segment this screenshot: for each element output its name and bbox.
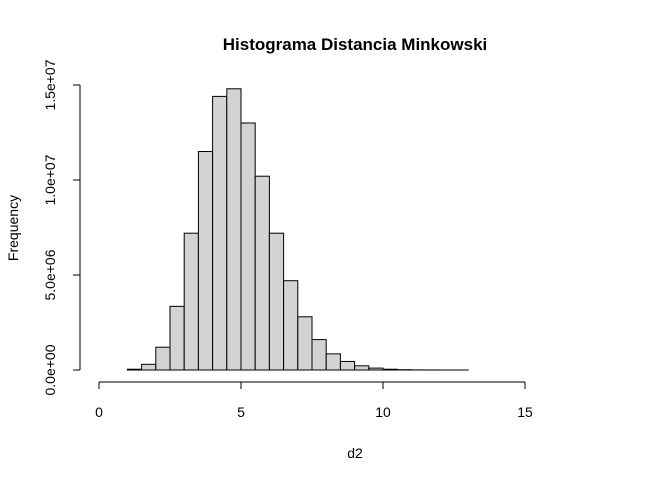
histogram-bar xyxy=(311,339,327,371)
y-tick-label: 0.0e+00 xyxy=(42,344,58,395)
histogram-bar xyxy=(226,88,242,371)
x-tick-label: 0 xyxy=(95,404,103,420)
histogram-bar xyxy=(212,95,228,371)
x-tick-label: 15 xyxy=(517,404,533,420)
y-axis-label: Frequency xyxy=(5,195,21,261)
histogram-bar xyxy=(283,280,299,371)
histogram-bar xyxy=(240,122,256,371)
histogram-bar xyxy=(339,360,356,371)
x-tick-label: 5 xyxy=(237,404,245,420)
histogram-bar xyxy=(325,353,341,371)
histogram-bar xyxy=(297,316,313,371)
y-tick-label: 1.5e+07 xyxy=(42,59,58,110)
histogram-bar xyxy=(183,232,199,371)
histogram-bar xyxy=(197,151,214,371)
histogram-bar xyxy=(254,175,270,371)
histogram-bar xyxy=(126,368,143,371)
histogram-bar xyxy=(268,232,285,371)
histogram-bar xyxy=(354,365,370,371)
y-axis: 0.0e+00 5.0e+06 1.0e+07 1.5e+07 xyxy=(42,59,81,396)
histogram-bar xyxy=(382,368,398,371)
histogram-bar xyxy=(141,363,157,371)
y-tick-label: 5.0e+06 xyxy=(42,249,58,300)
y-tick-label: 1.0e+07 xyxy=(42,154,58,205)
histogram-bar xyxy=(169,305,185,371)
histogram-bar xyxy=(368,367,384,371)
chart-title: Histograma Distancia Minkowski xyxy=(223,35,488,54)
x-axis-label: d2 xyxy=(347,445,363,461)
histogram-bar xyxy=(155,346,171,371)
x-tick-label: 10 xyxy=(375,404,391,420)
x-axis: 0 5 10 15 xyxy=(95,381,533,420)
bars-group xyxy=(126,88,469,371)
